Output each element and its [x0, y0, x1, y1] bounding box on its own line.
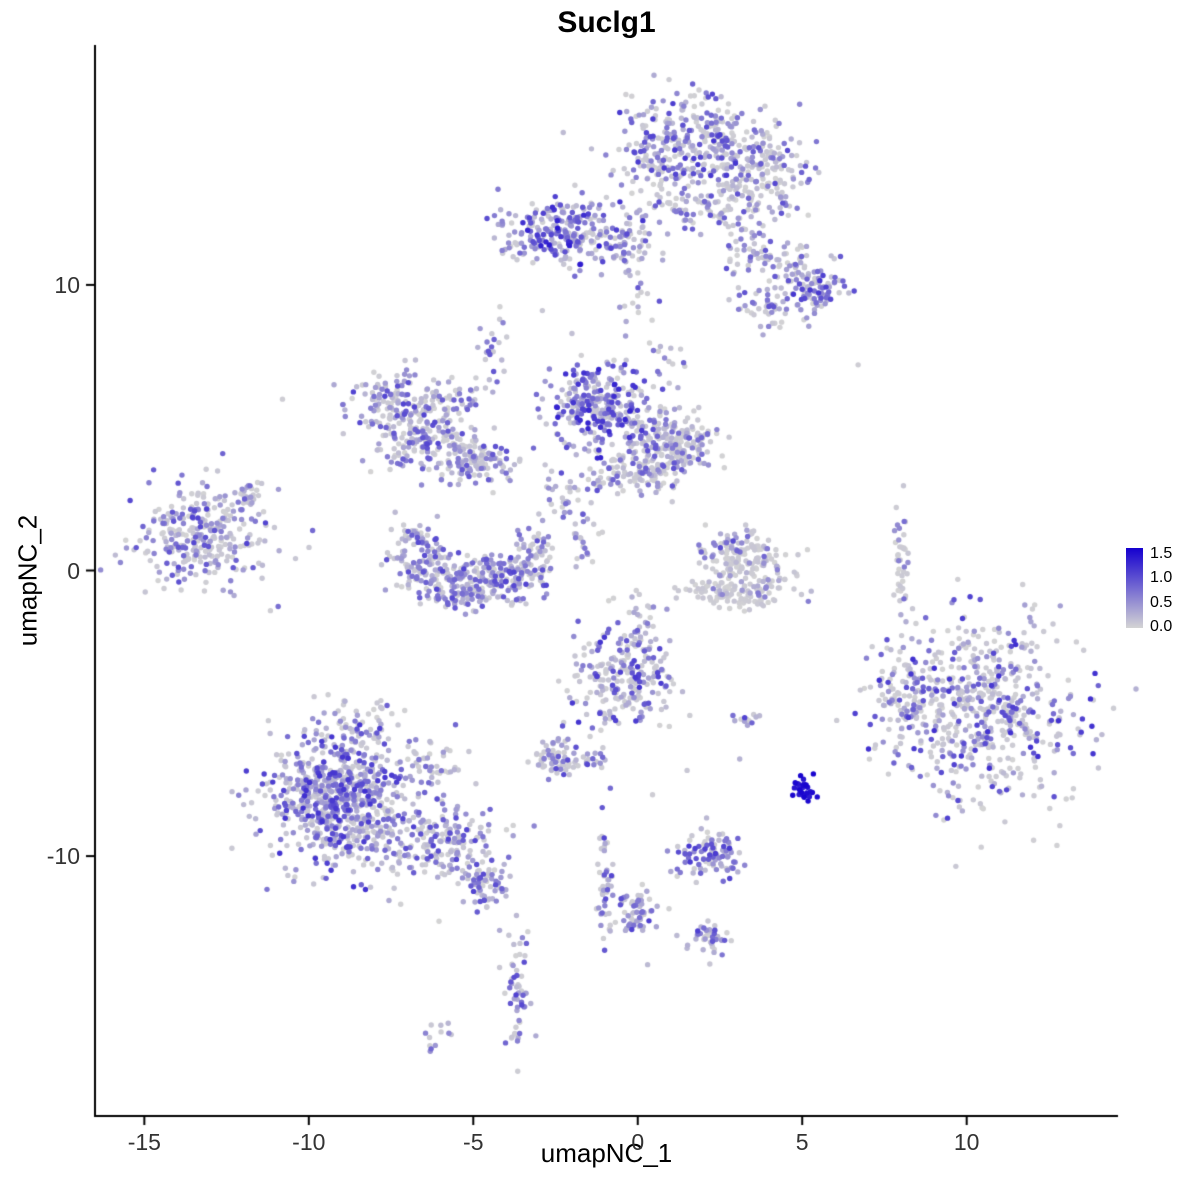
y-tick-label: 0 [67, 557, 80, 584]
x-tick-label: 0 [631, 1129, 645, 1155]
colorbar-tick-label: 0.0 [1150, 618, 1173, 636]
colorbar-legend: 1.5 1.0 0.5 0.0 [1126, 544, 1200, 648]
y-tick-label: 10 [54, 271, 80, 298]
y-tick-label: -10 [46, 843, 80, 870]
x-tick-label: -10 [292, 1129, 326, 1155]
colorbar-tick-label: 0.5 [1150, 593, 1173, 611]
x-tick-label: -5 [463, 1129, 484, 1155]
colorbar-gradient [1126, 548, 1143, 628]
colorbar-tick-label: 1.0 [1150, 569, 1173, 587]
x-tick-label: -15 [127, 1129, 161, 1155]
x-tick-label: 5 [795, 1129, 809, 1155]
x-axis-title: umapNC_1 [540, 1138, 673, 1168]
colorbar-tick-label: 1.5 [1150, 544, 1173, 562]
x-tick-label: 10 [953, 1129, 980, 1155]
plot-title: Suclg1 [557, 6, 656, 39]
